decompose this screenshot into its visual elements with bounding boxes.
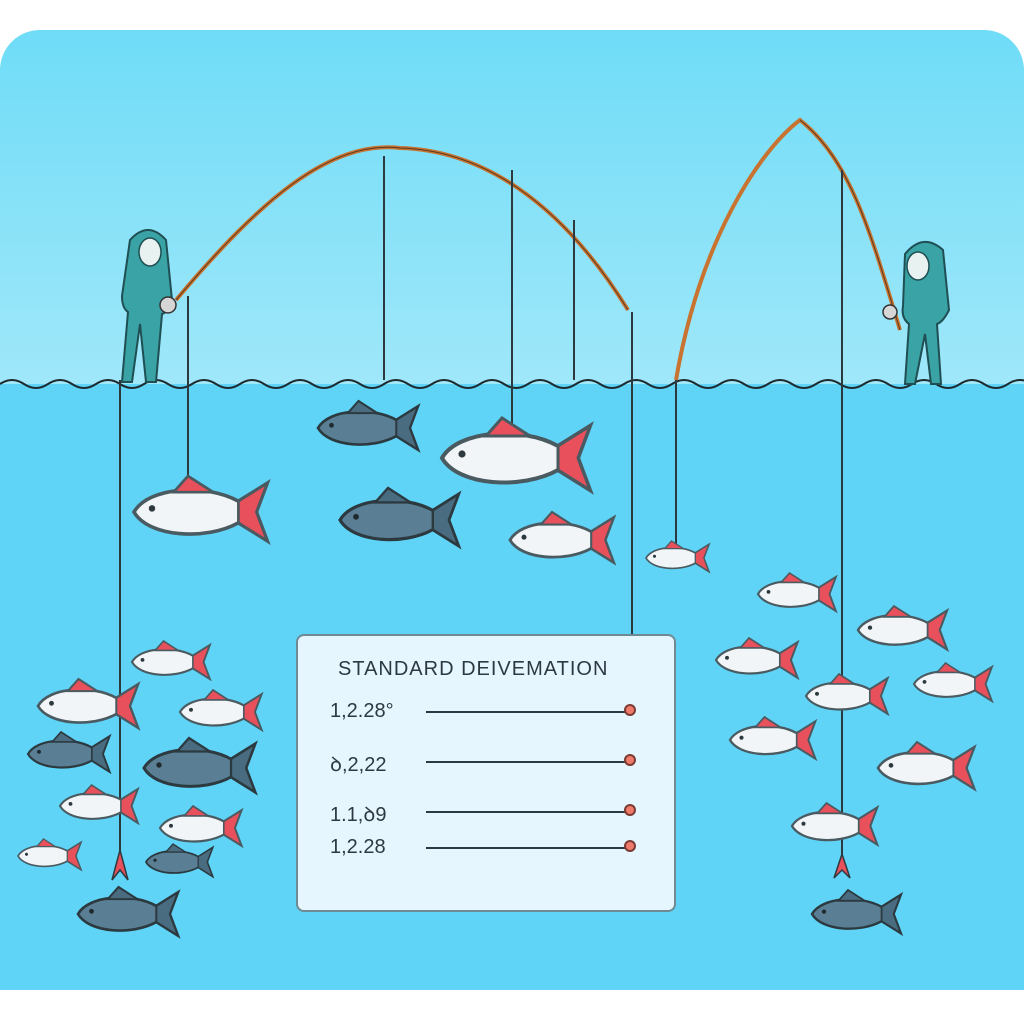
standard-deviation-panel: STANDARD DEIVEMATION 1,2.28° ꝺ,2,22 1.1,…	[296, 634, 676, 912]
row-dot-icon	[624, 804, 636, 816]
list-item: 1,2.28	[298, 836, 674, 860]
list-item: 1.1,ꝺ9	[298, 800, 674, 826]
row-line	[426, 711, 626, 713]
row-dot-icon	[624, 754, 636, 766]
reel-left-icon	[159, 296, 177, 314]
row-value: 1,2.28°	[330, 700, 394, 722]
panel-title: STANDARD DEIVEMATION	[338, 658, 609, 680]
row-value: 1.1,ꝺ9	[330, 804, 387, 826]
row-line	[426, 811, 626, 813]
fishing-lines	[119, 156, 843, 868]
row-dot-icon	[624, 840, 636, 852]
fisher-right	[901, 241, 951, 385]
fisher-left	[120, 229, 174, 383]
row-value: 1,2.28	[330, 836, 386, 858]
row-value: ꝺ,2,22	[330, 754, 387, 776]
row-line	[426, 847, 626, 849]
row-line	[426, 761, 626, 763]
row-dot-icon	[624, 704, 636, 716]
hook-right-icon	[833, 851, 851, 879]
list-item: 1,2.28°	[298, 700, 674, 724]
list-item: ꝺ,2,22	[298, 750, 674, 776]
water-surface	[0, 379, 1024, 389]
reel-right-icon	[882, 304, 898, 320]
hook-left-icon	[111, 847, 129, 881]
